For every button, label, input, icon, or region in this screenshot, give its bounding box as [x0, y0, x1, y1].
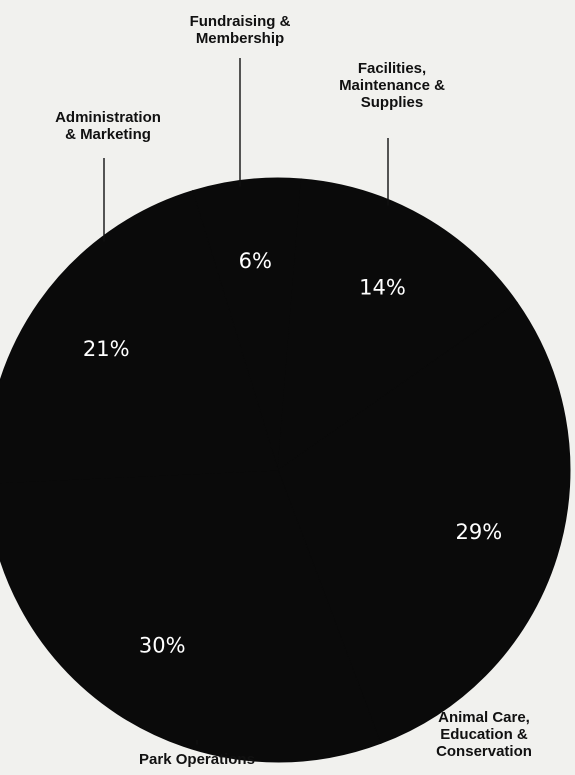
category-label-line: Fundraising &: [190, 13, 291, 30]
category-label-line: Maintenance &: [339, 77, 445, 94]
category-label: Animal Care, Education & Conservation: [436, 709, 532, 760]
pie-slice: [277, 178, 518, 472]
category-label-line: Conservation: [436, 743, 532, 760]
category-label-line: Education &: [440, 726, 528, 743]
category-label: Facilities, Maintenance & Supplies: [339, 60, 445, 111]
pie-slice: [0, 469, 382, 763]
category-label: Fundraising & Membership: [190, 13, 291, 47]
category-label: Administration & Marketing: [55, 109, 161, 143]
category-label: Park Operations: [139, 751, 255, 768]
category-label-line: & Marketing: [65, 126, 151, 143]
slice-percent-label: 6%: [239, 249, 272, 273]
category-label-line: Facilities,: [358, 60, 426, 77]
slice-percent-label: 21%: [83, 337, 130, 361]
category-label-line: Supplies: [361, 94, 424, 111]
slice-percent-label: 30%: [139, 634, 186, 658]
category-label-line: Park Operations: [139, 751, 255, 768]
slice-percent-label: 14%: [359, 276, 406, 300]
category-label-line: Membership: [196, 30, 284, 47]
slice-percent-label: 29%: [455, 520, 502, 544]
category-label-line: Administration: [55, 109, 161, 126]
pie-slice: [277, 301, 571, 744]
category-label-line: Animal Care,: [438, 709, 530, 726]
pie-slice: [0, 190, 279, 484]
